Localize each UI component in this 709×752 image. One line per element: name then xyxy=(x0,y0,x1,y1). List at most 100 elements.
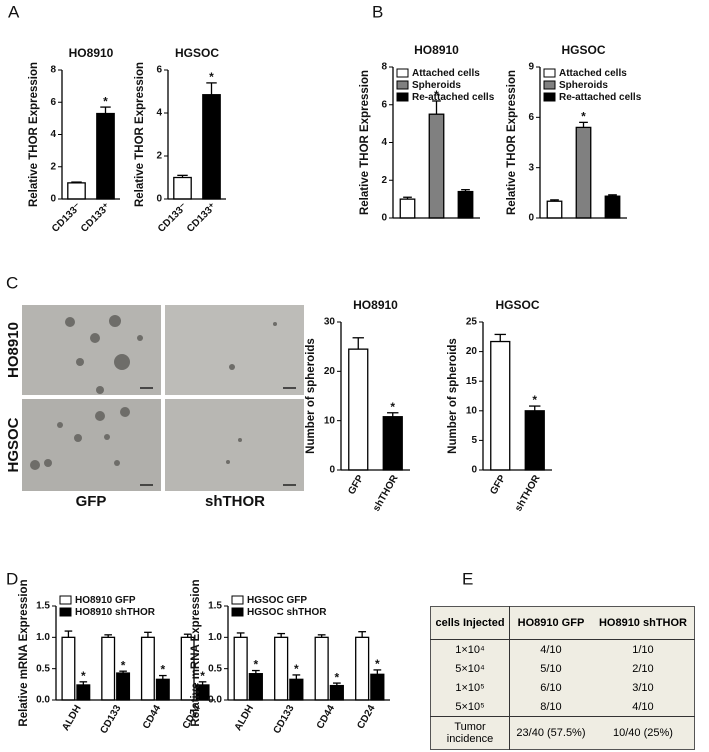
bar xyxy=(116,672,131,701)
bar xyxy=(348,348,369,471)
legend-swatch xyxy=(543,80,556,90)
significance-mark: * xyxy=(581,110,586,124)
y-tick-label: 15 xyxy=(466,376,478,387)
y-tick-label: 25 xyxy=(466,317,478,328)
y-tick-label: 0 xyxy=(381,213,387,224)
header-cell: cells Injected xyxy=(430,606,510,640)
micrograph-row-label: HO8910 xyxy=(5,322,22,378)
bar xyxy=(490,340,511,471)
bar-chart: HO8910 Relative THOR Expression 0 2 4 6 8 * Atta… xyxy=(359,43,495,223)
panel-label: E xyxy=(462,569,473,588)
bar xyxy=(76,684,91,701)
y-tick-label: 8 xyxy=(381,62,387,73)
y-axis-label: Relative mRNA Expression xyxy=(18,579,30,726)
x-tick-label: ALDH xyxy=(60,703,83,733)
x-tick-label: CD133⁻ xyxy=(50,201,84,235)
micrograph xyxy=(165,305,304,395)
micrographs: HO8910 HGSOC GFP shTHOR xyxy=(5,305,304,510)
y-tick-label: 6 xyxy=(528,112,534,123)
micrograph xyxy=(22,399,161,491)
chart-title: HGSOC xyxy=(175,46,219,60)
bar xyxy=(604,195,621,219)
y-axis-label: Relative THOR Expression xyxy=(506,70,518,215)
bar xyxy=(248,673,263,701)
bar xyxy=(457,190,474,219)
legend-label: HGSOC shTHOR xyxy=(247,607,327,618)
y-tick-label: 2 xyxy=(381,175,387,186)
x-tick-label: GFP xyxy=(488,473,508,497)
table-cell: 23/40 (57.5%) xyxy=(509,716,592,750)
bar-chart: HGSOC Relative THOR Expression 0 2 4 6 CD133⁻C… xyxy=(134,46,226,235)
bar xyxy=(370,673,385,701)
table-row: 5×10⁴ 5/10 2/10 xyxy=(430,659,695,678)
legend-swatch xyxy=(543,92,556,102)
significance-mark: * xyxy=(434,88,439,102)
significance-mark: * xyxy=(375,657,380,671)
significance-mark: * xyxy=(209,70,214,84)
table-cell: 5×10⁴ xyxy=(430,659,510,678)
y-tick-label: 2 xyxy=(156,151,162,162)
bar xyxy=(382,416,403,471)
y-tick-label: 0 xyxy=(329,465,335,476)
y-tick-label: 1.0 xyxy=(36,632,50,643)
y-tick-label: 8 xyxy=(50,65,56,76)
y-tick-label: 1.0 xyxy=(208,632,222,643)
table-cell: 6/10 xyxy=(540,681,562,694)
legend-swatch xyxy=(396,68,409,78)
table-row: 1×10⁴ 4/10 1/10 xyxy=(430,639,695,659)
panel-label: A xyxy=(8,2,20,21)
bar xyxy=(140,636,155,701)
table-cell: 2/10 xyxy=(632,662,654,675)
bar xyxy=(233,636,248,701)
x-tick-label: CD133⁺ xyxy=(79,201,113,235)
chart-title: HGSOC xyxy=(495,298,539,312)
chart-title: HO8910 xyxy=(69,46,114,60)
x-tick-label: CD133⁺ xyxy=(185,201,219,235)
significance-mark: * xyxy=(81,669,86,683)
legend-swatch xyxy=(543,68,556,78)
header-cell: HO8910 GFP xyxy=(509,606,592,640)
spheroids xyxy=(30,315,277,470)
x-tick-label: shTHOR xyxy=(371,473,401,514)
bar xyxy=(101,636,116,701)
table-cell: 5/10 xyxy=(540,662,562,675)
significance-mark: * xyxy=(121,658,126,672)
x-tick-label: CD133 xyxy=(272,703,297,736)
panel-label: B xyxy=(372,2,383,21)
y-tick-label: 0.5 xyxy=(36,663,50,674)
legend-swatch xyxy=(59,607,72,617)
y-tick-label: 4 xyxy=(156,108,162,119)
y-axis-label: Relative mRNA Expression xyxy=(190,579,202,726)
chart-title: HO8910 xyxy=(353,298,398,312)
table-cell: 3/10 xyxy=(632,681,654,694)
tumor-table: cells Injected HO8910 GFP HO8910 shTHOR … xyxy=(430,606,695,750)
chart-title: HGSOC xyxy=(561,43,605,57)
legend-swatch xyxy=(396,80,409,90)
y-tick-label: 3 xyxy=(528,162,534,173)
y-axis-label: Relative THOR Expression xyxy=(134,62,146,207)
legend-swatch xyxy=(59,595,72,605)
legend-swatch xyxy=(396,92,409,102)
x-tick-label: CD133 xyxy=(98,703,123,736)
panel-label: C xyxy=(6,273,18,292)
significance-mark: * xyxy=(160,663,165,677)
y-tick-label: 0 xyxy=(528,213,534,224)
bar-chart: Relative mRNA Expression 0.0 0.5 1.0 1.5 ALDH… xyxy=(18,579,215,736)
bar xyxy=(155,678,170,701)
legend-label: Re-attached cells xyxy=(559,92,642,103)
y-tick-label: 9 xyxy=(528,62,534,73)
table-header: cells Injected HO8910 GFP HO8910 shTHOR xyxy=(430,606,695,640)
micrograph xyxy=(22,305,161,395)
panel-label: D xyxy=(6,569,18,588)
table-row: 5×10⁵ 8/10 4/10 xyxy=(430,697,695,717)
bar-chart: Relative mRNA Expression 0.0 0.5 1.0 1.5 ALDH… xyxy=(190,579,390,736)
y-tick-label: 0 xyxy=(156,194,162,205)
legend-label: HO8910 shTHOR xyxy=(75,607,156,618)
table-row: 1×10⁵ 6/10 3/10 xyxy=(430,678,695,697)
significance-mark: * xyxy=(103,94,108,108)
legend-label: Re-attached cells xyxy=(412,92,495,103)
y-tick-label: 0.0 xyxy=(36,695,50,706)
table-cell: 8/10 xyxy=(540,700,562,713)
y-tick-label: 4 xyxy=(50,129,56,140)
legend-swatch xyxy=(231,607,244,617)
